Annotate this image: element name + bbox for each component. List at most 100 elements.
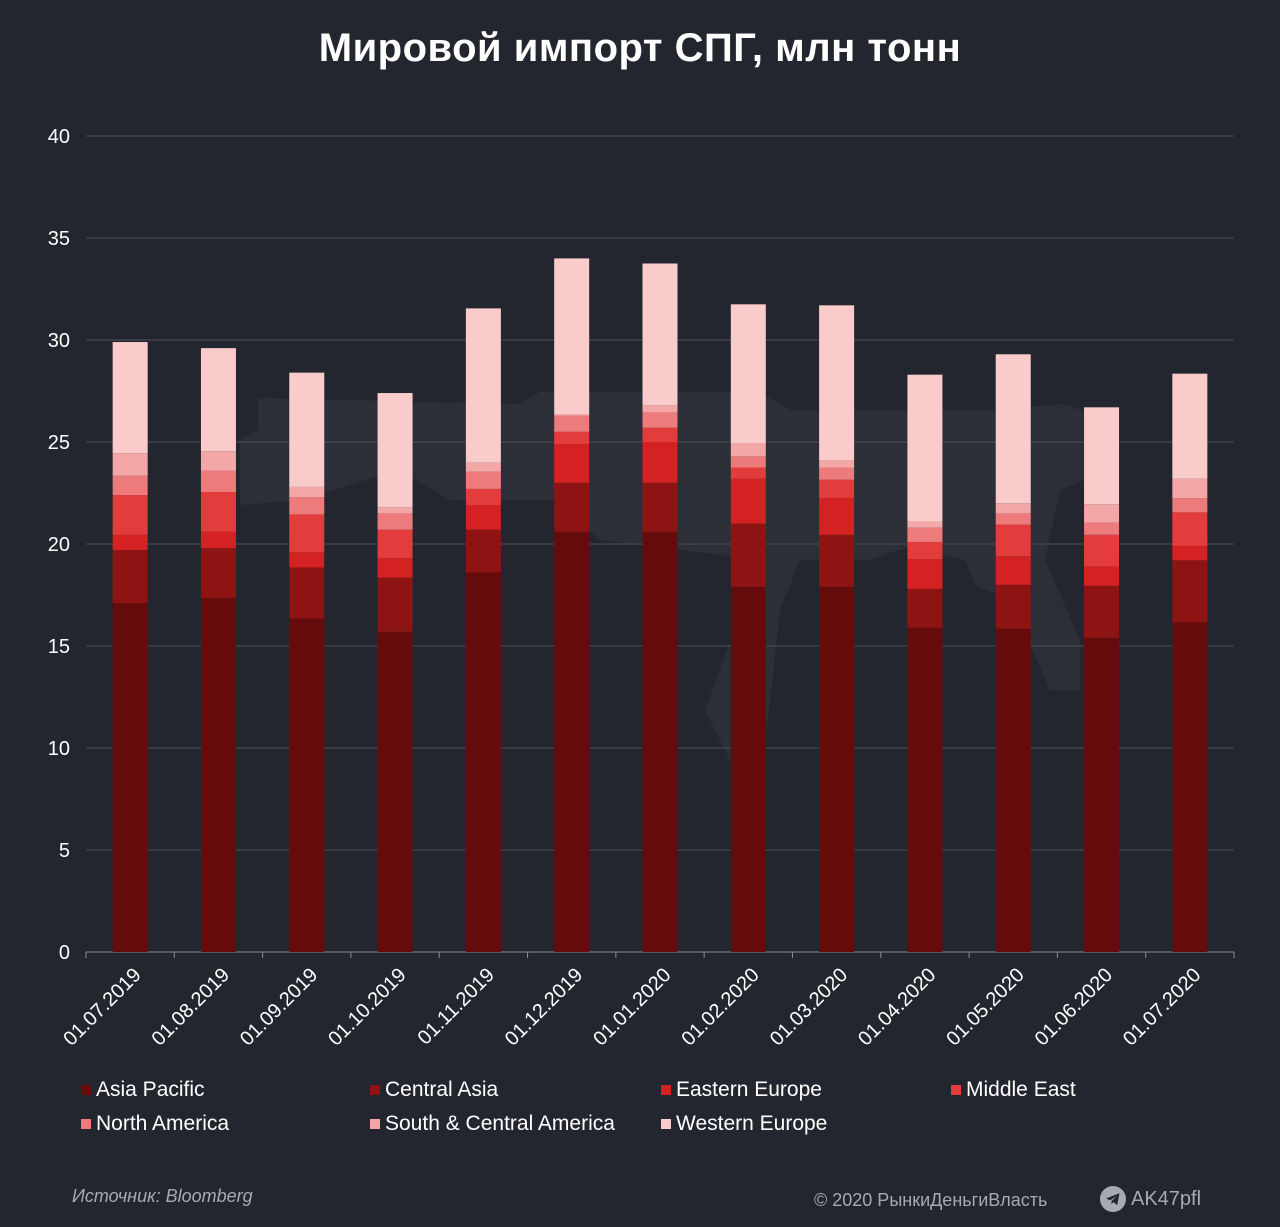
x-tick-label: 01.08.2019: [148, 964, 234, 1050]
bar-segment: [554, 414, 590, 416]
bar-segment: [642, 427, 678, 442]
y-tick-label: 5: [59, 840, 70, 862]
bar-segment: [995, 513, 1031, 525]
channel-name: AK47pfl: [1131, 1187, 1202, 1210]
bar-segment: [112, 342, 148, 454]
source-note: Источник: Bloomberg: [72, 1186, 253, 1206]
bar-segment: [995, 524, 1031, 557]
bar-segment: [730, 523, 766, 587]
bar-segment: [995, 354, 1031, 504]
bar-segment: [554, 415, 590, 432]
legend-item: South & Central America: [370, 1112, 615, 1136]
bar-segment: [730, 304, 766, 444]
legend-label: Middle East: [966, 1078, 1076, 1101]
bar-segment: [465, 488, 501, 506]
y-tick-label: 30: [48, 330, 70, 352]
legend-swatch: [661, 1085, 671, 1095]
legend-label: Western Europe: [676, 1112, 828, 1135]
y-tick-label: 35: [48, 228, 70, 250]
y-tick-label: 40: [48, 126, 70, 148]
legend-item: Middle East: [951, 1078, 1076, 1102]
bar-segment: [554, 482, 590, 532]
legend-item: Eastern Europe: [661, 1078, 822, 1102]
bar-segment: [289, 552, 325, 568]
bar-segment: [377, 393, 413, 508]
bar-segment: [112, 603, 148, 952]
bar-segment: [465, 308, 501, 463]
bar-segment: [1084, 407, 1120, 505]
legend-label: South & Central America: [385, 1112, 615, 1135]
legend-swatch: [661, 1119, 671, 1129]
bar-segment: [465, 462, 501, 472]
bar-segment: [819, 479, 855, 499]
bar-segment: [819, 586, 855, 952]
bar-segment: [907, 521, 943, 528]
bar-segment: [995, 584, 1031, 629]
x-tick-label: 01.02.2020: [677, 964, 763, 1050]
telegram-icon: [1100, 1186, 1126, 1212]
bar-segment: [642, 482, 678, 532]
bar-segment: [995, 503, 1031, 514]
bar-segment: [377, 558, 413, 578]
x-tick-label: 01.07.2020: [1119, 964, 1205, 1050]
bar-segment: [289, 567, 325, 619]
legend-item: Central Asia: [370, 1078, 498, 1102]
bar-segment: [907, 374, 943, 522]
x-tick-label: 01.03.2020: [766, 964, 852, 1050]
x-tick-label: 01.04.2020: [854, 964, 940, 1050]
legend-swatch: [370, 1085, 380, 1095]
bar-segment: [907, 627, 943, 952]
bar-segment: [1084, 504, 1120, 523]
bar-segment: [554, 531, 590, 952]
legend-swatch: [370, 1119, 380, 1129]
bar-segment: [1084, 566, 1120, 586]
bar-segment: [1172, 373, 1208, 479]
bar-segment: [289, 486, 325, 498]
y-tick-label: 0: [59, 942, 70, 964]
legend-label: Central Asia: [385, 1078, 499, 1101]
bar-segment: [819, 305, 855, 461]
bar-segment: [112, 550, 148, 604]
bar-segment: [730, 478, 766, 524]
bar-segment: [465, 529, 501, 573]
y-tick-label: 10: [48, 738, 70, 760]
legend-swatch: [81, 1085, 91, 1095]
rifle-watermark: [240, 392, 1110, 790]
bars-layer: [112, 258, 1208, 952]
x-tick-label: 01.01.2020: [589, 964, 675, 1050]
legend-label: Eastern Europe: [676, 1078, 822, 1101]
y-tick-label: 20: [48, 534, 70, 556]
bar-segment: [1172, 512, 1208, 547]
x-tick-label: 01.06.2020: [1031, 964, 1117, 1050]
bar-segment: [642, 442, 678, 483]
bar-segment: [642, 405, 678, 413]
legend-item: Asia Pacific: [81, 1078, 205, 1102]
bar-segment: [112, 534, 148, 551]
bar-segment: [819, 534, 855, 587]
channel-link[interactable]: AK47pfl: [1100, 1186, 1201, 1212]
bar-segment: [377, 577, 413, 632]
bar-segment: [112, 495, 148, 535]
bar-segment: [289, 514, 325, 553]
bar-segment: [377, 513, 413, 530]
bar-segment: [819, 498, 855, 535]
x-tick-label: 01.05.2020: [942, 964, 1028, 1050]
bar-segment: [1172, 546, 1208, 561]
bar-segment: [995, 556, 1031, 585]
bar-segment: [200, 548, 236, 599]
bar-segment: [200, 470, 236, 492]
bar-segment: [1172, 498, 1208, 513]
bar-segment: [289, 618, 325, 952]
y-tick-label: 15: [48, 636, 70, 658]
y-tick-label: 25: [48, 432, 70, 454]
bar-segment: [289, 497, 325, 515]
bar-segment: [200, 598, 236, 952]
bar-segment: [1172, 622, 1208, 952]
bar-segment: [730, 586, 766, 952]
bar-segment: [1084, 522, 1120, 535]
bar-segment: [465, 471, 501, 489]
x-tick-label: 01.10.2019: [324, 964, 410, 1050]
legend-swatch: [81, 1119, 91, 1129]
bar-segment: [200, 348, 236, 452]
